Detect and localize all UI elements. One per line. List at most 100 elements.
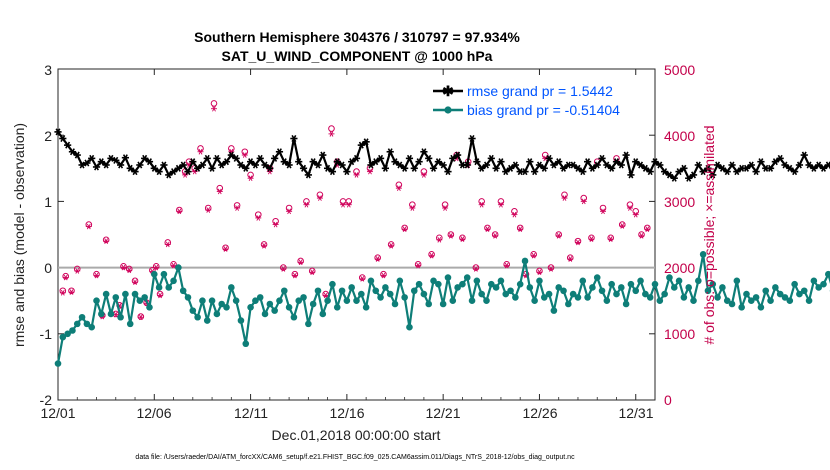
rmse-point [401,164,409,172]
obs-possible-point [459,234,466,242]
rmse-point [121,154,130,162]
bias-point [565,300,572,308]
rmse-point [776,154,784,162]
obs-assimilated-point [380,272,387,279]
bias-point [526,284,534,291]
y-tick-label: 2 [44,128,52,144]
obs-possible-point [387,241,395,248]
bias-point [622,300,630,308]
bias-point [155,284,163,291]
rmse-point [285,161,293,169]
bias-point [420,290,428,298]
obs-possible-point [125,265,133,273]
obs-assimilated-point [353,172,360,178]
bias-point [468,297,476,305]
obs-assimilated-point [182,172,189,178]
rmse-point [174,164,182,172]
obs-possible-point [176,206,183,214]
bias-point [430,277,437,285]
obs-possible-point [588,234,595,242]
obs-assimilated-point [366,168,373,175]
bias-point [93,297,100,305]
obs-assimilated-point [388,242,395,249]
obs-assimilated-point [374,256,381,262]
obs-assimilated-point [59,289,66,296]
bias-point [107,310,115,318]
bias-point [733,277,741,285]
rmse-point [218,161,226,169]
bias-point [165,284,173,291]
bias-point [391,300,399,308]
bias-point [579,277,587,285]
obs-possible-point [280,264,287,271]
rmse-point [136,161,144,169]
rmse-point [376,154,385,162]
x-axis-label: Dec.01,2018 00:00:00 start [272,427,441,443]
bias-point [646,294,654,301]
bias-point [492,284,500,291]
obs-possible-point [358,274,366,281]
rmse-point [410,164,418,172]
rmse-point [319,151,327,159]
obs-assimilated-point [607,236,614,242]
bias-point [401,294,408,301]
bias-point [747,297,755,305]
bias-point [266,300,274,308]
bias-point [709,280,717,288]
bias-point [695,277,702,285]
rmse-point [92,163,101,171]
rmse-point [391,158,399,166]
bias-point [382,284,389,291]
rmse-point [805,161,813,169]
bias-point [367,277,375,285]
obs-assimilated-point [555,233,562,239]
right-axis: 0 1000 2000 3000 4000 5000 [664,62,695,408]
bias-point [319,310,327,318]
bias-point [767,297,774,305]
rmse-point [396,161,404,169]
bias-point [102,290,110,298]
obs-assimilated-point [459,236,466,242]
bias-point [305,320,312,328]
bias-point [396,277,404,285]
obs-possible-point [414,260,422,268]
rmse-point [102,161,110,169]
rmse-point [791,168,799,176]
bias-point [372,287,380,295]
y-axis-label: rmse and bias (model - observation) [11,123,27,347]
obs-possible-point [643,224,651,232]
bias-point [728,300,736,308]
rmse-point [588,164,597,172]
rmse-point [194,164,202,172]
bias-point [670,284,678,291]
rmse-point [88,154,96,162]
bias-point [386,290,394,298]
obs-assimilated-point [497,201,504,208]
obs-possible-point [401,224,408,232]
bias-point [353,297,360,305]
y-tick-label: 0 [44,260,52,276]
obs-possible-point [120,262,127,270]
obs-assimilated-point [619,223,626,229]
bias-point [295,297,303,305]
obs-possible-point [574,237,582,245]
rmse-point [165,171,173,179]
rmse-point [526,158,534,166]
bias-point [338,287,346,295]
obs-assimilated-point [247,175,254,182]
obs-possible-point [131,277,139,285]
obs-assimilated-point [492,233,499,239]
rmse-point [386,148,394,156]
bias-point [98,310,105,318]
obs-assimilated-point [638,233,645,239]
y-tick-label: 1 [44,194,52,210]
obs-assimilated-point [216,188,223,195]
bias-point [555,284,563,291]
rmse-point [439,161,447,169]
rmse-point [150,164,158,172]
bias-point [136,297,144,305]
rmse-point [632,158,640,166]
obs-assimilated-point [153,264,160,271]
rmse-point [251,161,259,169]
bias-point [122,290,129,298]
